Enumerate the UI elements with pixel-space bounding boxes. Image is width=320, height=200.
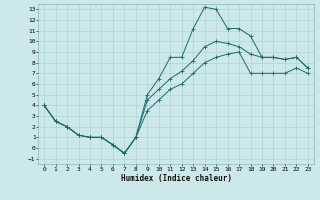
X-axis label: Humidex (Indice chaleur): Humidex (Indice chaleur) [121,174,231,183]
